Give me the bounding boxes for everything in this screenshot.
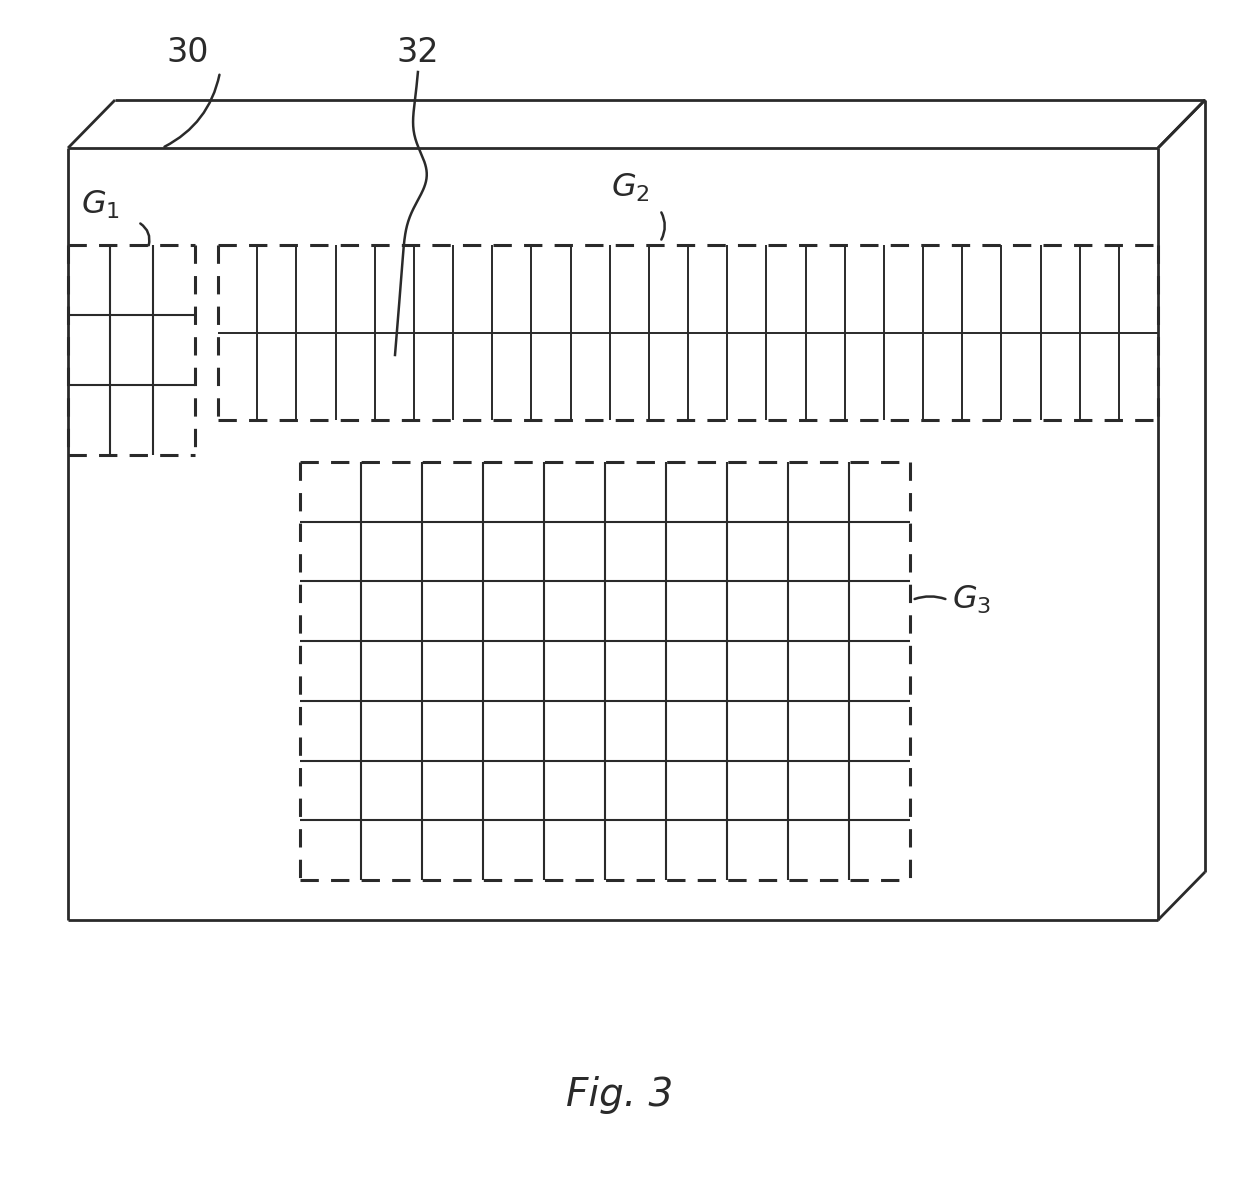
Text: $G_2$: $G_2$ xyxy=(610,171,650,204)
Text: $G_1$: $G_1$ xyxy=(81,188,119,221)
Text: 32: 32 xyxy=(397,36,439,68)
Text: Fig. 3: Fig. 3 xyxy=(567,1076,673,1114)
Text: $G_3$: $G_3$ xyxy=(952,584,991,616)
Text: 30: 30 xyxy=(166,36,210,68)
